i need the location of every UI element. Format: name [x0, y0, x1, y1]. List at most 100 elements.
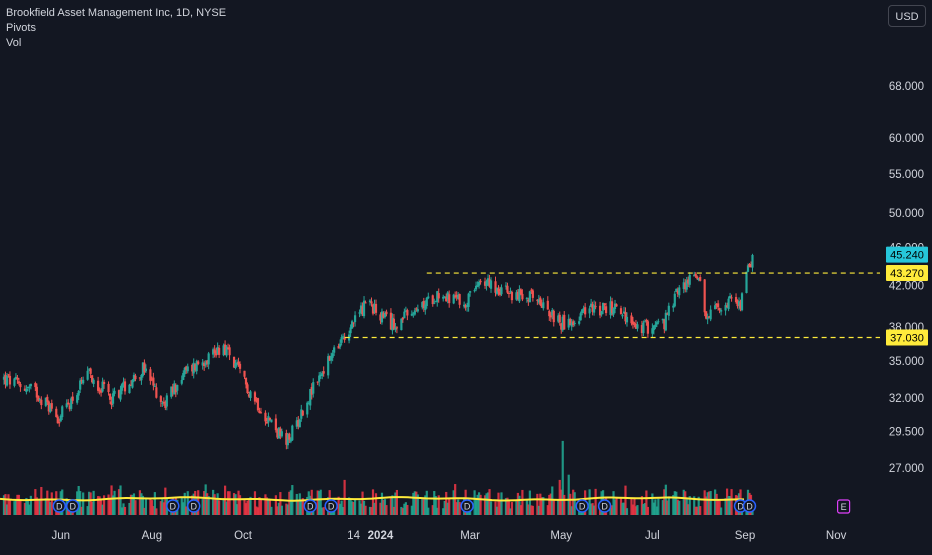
candle-body	[728, 295, 732, 299]
candle-body	[661, 318, 664, 321]
candle-body	[551, 310, 554, 316]
volume-bar	[98, 496, 101, 515]
candle-body	[373, 304, 376, 312]
candle-body	[392, 318, 396, 329]
volume-bar	[161, 499, 164, 515]
candle-body	[141, 362, 145, 376]
volume-bar	[498, 499, 502, 515]
volume-bar	[422, 498, 425, 515]
volume-bar	[204, 484, 207, 515]
candle-body	[149, 369, 152, 381]
volume-bar	[8, 500, 12, 515]
volume-bar	[201, 498, 204, 515]
volume-bar	[610, 505, 614, 515]
volume-bar	[655, 506, 658, 515]
candle-body	[497, 288, 500, 292]
candle-body	[537, 299, 540, 303]
last-price-label-text: 45.240	[890, 250, 924, 262]
candle-body	[685, 280, 688, 290]
candle-body	[525, 298, 528, 300]
candle-body	[485, 281, 488, 286]
candle-body	[26, 386, 29, 389]
candle-body	[195, 361, 198, 372]
volume-bar	[86, 506, 89, 515]
volume-ma-line	[0, 496, 744, 502]
volume-bar	[687, 504, 690, 515]
candle-body	[745, 271, 748, 293]
volume-bar	[672, 495, 675, 515]
y-tick-label: 60.000	[889, 133, 924, 145]
candle-body	[238, 363, 242, 369]
volume-bar	[642, 504, 645, 515]
candle-body	[434, 301, 437, 303]
candle-body	[34, 383, 37, 388]
candle-body	[552, 310, 555, 323]
candle-body	[243, 370, 246, 377]
volume-bar	[23, 502, 26, 515]
symbol-title[interactable]: Brookfield Asset Management Inc, 1D, NYS…	[6, 7, 227, 19]
candle-body	[234, 363, 237, 368]
candle-body	[578, 321, 581, 324]
volume-bar	[572, 489, 575, 515]
volume-bar	[446, 502, 449, 515]
candle-body	[619, 308, 623, 315]
volume-bar	[483, 495, 487, 515]
volume-bar	[111, 495, 115, 515]
candle-body	[297, 419, 300, 427]
volume-bar	[50, 492, 53, 515]
candle-body	[300, 409, 303, 419]
candle-body	[212, 349, 215, 355]
volume-bar	[25, 498, 28, 515]
candle-body	[371, 304, 375, 314]
volume-bar	[676, 499, 679, 515]
candle-body	[457, 294, 460, 299]
volume-bar	[558, 479, 561, 515]
volume-bar	[693, 496, 696, 515]
indicator-volume[interactable]: Vol	[6, 37, 22, 49]
volume-bar	[322, 507, 325, 515]
volume-bar	[619, 497, 623, 515]
volume-bar	[49, 502, 52, 515]
currency-button[interactable]: USD	[888, 5, 926, 27]
candle-body	[730, 297, 733, 299]
volume-bar	[675, 491, 678, 515]
indicator-pivots[interactable]: Pivots	[6, 22, 36, 34]
candle-body	[621, 314, 624, 317]
volume-bar	[664, 484, 667, 515]
candle-body	[631, 321, 635, 325]
candle-body	[79, 380, 82, 390]
candle-body	[7, 374, 10, 376]
candle-body	[528, 291, 531, 303]
dividend-marker-letter: D	[69, 502, 76, 512]
volume-bar	[207, 496, 210, 515]
candle-body	[427, 296, 430, 299]
candle-body	[309, 389, 312, 406]
candle-body	[458, 294, 461, 305]
volume-bar	[715, 493, 718, 515]
volume-bar	[609, 507, 612, 515]
volume-bar	[298, 493, 301, 515]
volume-bar	[343, 479, 346, 515]
volume-bar	[624, 485, 627, 515]
candle-body	[433, 302, 436, 304]
volume-bar	[183, 492, 186, 515]
volume-bar	[119, 485, 122, 515]
volume-bar	[400, 506, 403, 515]
candle-body	[58, 422, 61, 424]
candle-body	[162, 401, 165, 403]
volume-bar	[101, 504, 104, 515]
candle-body	[749, 266, 753, 268]
candle-body	[71, 396, 74, 401]
volume-bar	[728, 495, 732, 515]
candle-body	[337, 346, 340, 349]
candle-body	[696, 276, 699, 279]
x-tick-label: 14	[347, 530, 360, 542]
candle-body	[185, 366, 188, 370]
volume-bar	[79, 491, 82, 515]
volume-bar	[349, 499, 352, 515]
candle-body	[643, 321, 647, 323]
candle-body	[4, 375, 7, 385]
pivot-layer	[344, 272, 880, 339]
